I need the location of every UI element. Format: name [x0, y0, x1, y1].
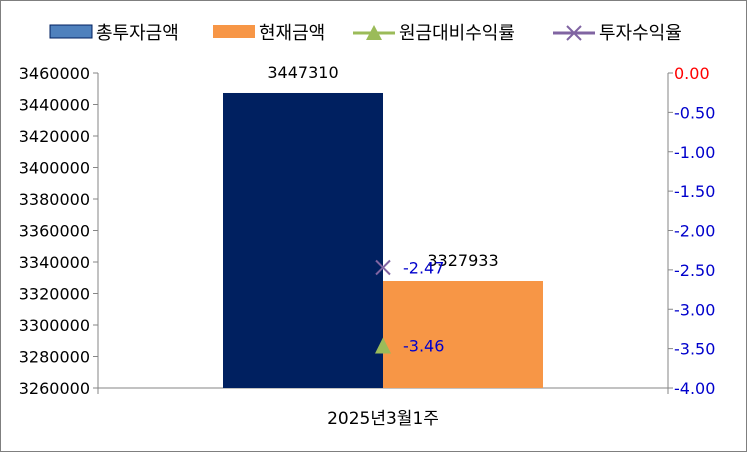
- right-axis-tick-label: -0.50: [674, 103, 715, 122]
- legend-swatch-1: [49, 24, 93, 39]
- left-axis-tick-label: 3360000: [19, 222, 90, 241]
- right-axis-tick-label: -4.00: [674, 379, 715, 398]
- right-axis-tick-label: -2.00: [674, 222, 715, 241]
- left-axis-tick-label: 3280000: [19, 348, 90, 367]
- bar-2: [383, 281, 543, 388]
- left-axis-tick-label: 3340000: [19, 253, 90, 272]
- left-axis-tick-label: 3300000: [19, 316, 90, 335]
- right-axis-tick-label: -3.50: [674, 340, 715, 359]
- left-axis-tick-label: 3440000: [19, 96, 90, 115]
- marker-data-label: -2.47: [403, 259, 444, 278]
- legend-triangle-icon: [366, 25, 382, 40]
- right-axis-tick-label: -1.00: [674, 143, 715, 162]
- left-axis-tick-label: 3400000: [19, 159, 90, 178]
- left-axis-tick-label: 3460000: [19, 64, 90, 83]
- legend-swatch-2: [213, 25, 255, 38]
- left-axis-tick-label: 3320000: [19, 285, 90, 304]
- legend-x-icon: [566, 25, 582, 41]
- right-axis-tick-label: -2.50: [674, 261, 715, 280]
- left-axis-tick-label: 3420000: [19, 127, 90, 146]
- category-label: 2025년3월1주: [327, 409, 439, 429]
- right-axis-tick-label: 0.00: [674, 64, 710, 83]
- bar-1: [223, 92, 383, 388]
- legend-label: 총투자금액: [96, 23, 179, 44]
- legend-label: 원금대비수익률: [399, 23, 515, 44]
- right-axis-tick-label: -3.00: [674, 300, 715, 319]
- legend-label: 현재금액: [259, 23, 325, 44]
- bar-data-label: 3447310: [267, 63, 338, 82]
- triangle-marker: [375, 337, 391, 354]
- marker-data-label: -3.46: [403, 336, 444, 355]
- left-axis-tick-label: 3380000: [19, 190, 90, 209]
- bar-data-label: 3327933: [427, 251, 498, 270]
- x-marker: [375, 259, 391, 276]
- legend-label: 투자수익율: [599, 23, 682, 44]
- left-axis-tick-label: 3260000: [19, 379, 90, 398]
- right-axis-tick-label: -1.50: [674, 182, 715, 201]
